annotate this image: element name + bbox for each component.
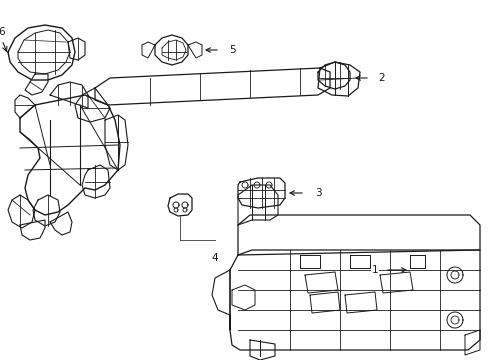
Text: 5: 5 <box>229 45 235 55</box>
Text: 6: 6 <box>0 27 5 37</box>
Text: 3: 3 <box>315 188 321 198</box>
Text: 1: 1 <box>372 265 378 275</box>
Text: 2: 2 <box>379 73 385 83</box>
Text: 4: 4 <box>212 253 219 263</box>
